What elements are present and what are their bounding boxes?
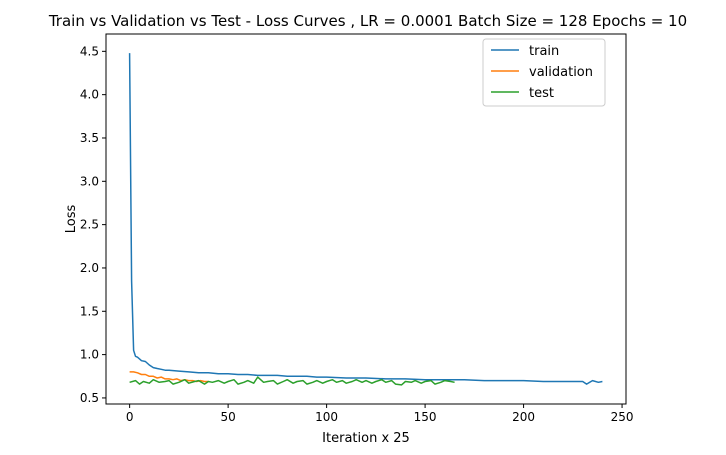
legend-label-test: test [529,86,554,101]
y-tick-label: 2.0 [80,261,99,275]
y-tick-label: 1.5 [80,304,99,318]
legend-label-validation: validation [529,65,593,80]
x-tick-label: 0 [126,410,134,424]
y-tick-label: 3.5 [80,131,99,145]
plot-frame [105,33,627,405]
y-tick-label: 1.0 [80,348,99,362]
x-tick-label: 150 [414,410,437,424]
series-lines [128,53,603,386]
y-tick-label: 2.5 [80,218,99,232]
x-axis: 0 50 100 150 200 250 [126,404,634,424]
x-tick-label: 50 [220,410,235,424]
x-tick-label: 200 [512,410,535,424]
y-tick-label: 4.0 [80,88,99,102]
x-tick-label: 250 [611,410,634,424]
y-tick-label: 0.5 [80,391,99,405]
y-tick-label: 4.5 [80,44,99,58]
y-axis: 0.5 1.0 1.5 2.0 2.5 3.0 3.5 4.0 4.5 [80,44,106,405]
y-axis-label: Loss [64,205,79,234]
legend: train validation test [482,38,606,107]
y-tick-label: 3.0 [80,174,99,188]
x-axis-label: Iteration x 25 [322,431,410,446]
series-line-train [128,53,603,385]
legend-box [482,38,606,107]
chart-title: Train vs Validation vs Test - Loss Curve… [48,12,687,30]
legend-label-train: train [529,44,559,59]
x-tick-label: 100 [315,410,338,424]
series-line-test [129,376,455,386]
